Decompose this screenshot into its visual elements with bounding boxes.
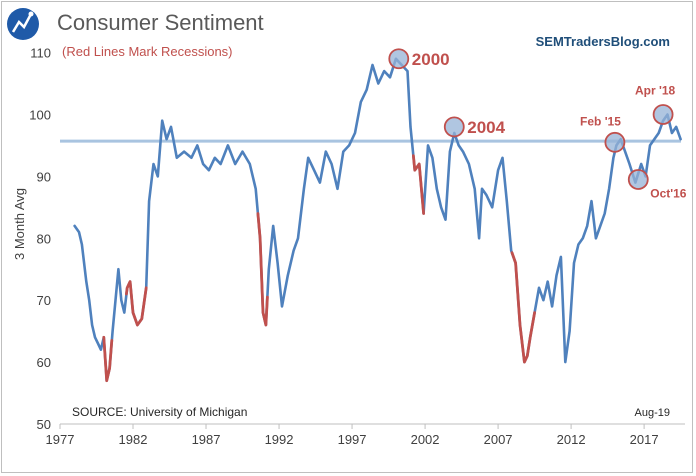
annotation-circle bbox=[388, 48, 410, 70]
source-label: SOURCE: University of Michigan bbox=[72, 405, 247, 419]
sem-logo-icon bbox=[7, 8, 39, 40]
y-tick-label: 50 bbox=[37, 417, 51, 432]
recession-segment bbox=[125, 280, 148, 327]
axes: 50 60 70 80 90 100 110 1977 1982 1987 1992 1997 2002… bbox=[29, 46, 685, 447]
annotation-layer: 2000 2004 Feb '15 Oct'16 Apr '18 bbox=[388, 48, 687, 200]
sentiment-series-line bbox=[73, 57, 682, 383]
annotation-label: Feb '15 bbox=[580, 114, 621, 128]
x-tick-label: 2017 bbox=[630, 432, 659, 447]
annotation-label: Oct'16 bbox=[650, 186, 687, 200]
x-tick-label: 2002 bbox=[411, 432, 440, 447]
recession-segment bbox=[102, 335, 114, 383]
x-tick-label: 2007 bbox=[484, 432, 513, 447]
annotation-circle bbox=[604, 131, 626, 153]
x-tick-label: 1982 bbox=[119, 432, 148, 447]
y-tick-label: 90 bbox=[37, 169, 51, 184]
x-tick-label: 1992 bbox=[265, 432, 294, 447]
annotation-label: 2004 bbox=[467, 118, 505, 137]
x-tick-label: 2012 bbox=[557, 432, 586, 447]
series-layer bbox=[73, 57, 682, 383]
y-tick-label: 110 bbox=[30, 46, 51, 61]
date-stamp: Aug-19 bbox=[635, 407, 670, 419]
x-tick-label: 1977 bbox=[46, 432, 75, 447]
y-tick-label: 100 bbox=[29, 107, 51, 122]
annotation-label: 2000 bbox=[412, 50, 450, 69]
annotation-label: Apr '18 bbox=[635, 83, 676, 97]
y-tick-label: 80 bbox=[37, 231, 51, 246]
chart-subtitle: (Red Lines Mark Recessions) bbox=[62, 44, 233, 59]
brand-label: SEMTradersBlog.com bbox=[536, 34, 670, 49]
recession-segment bbox=[510, 251, 536, 364]
recession-segment bbox=[411, 154, 426, 215]
y-tick-label: 70 bbox=[37, 293, 51, 308]
annotation-circle bbox=[627, 169, 649, 190]
annotation-circle bbox=[443, 116, 465, 138]
annotation-circle bbox=[652, 104, 674, 125]
x-tick-label: 1997 bbox=[338, 432, 367, 447]
y-axis-label: 3 Month Avg bbox=[12, 188, 27, 260]
chart-title: Consumer Sentiment bbox=[57, 10, 264, 35]
y-tick-label: 60 bbox=[37, 355, 51, 370]
x-tick-label: 1987 bbox=[192, 432, 221, 447]
recession-segment bbox=[256, 212, 269, 327]
